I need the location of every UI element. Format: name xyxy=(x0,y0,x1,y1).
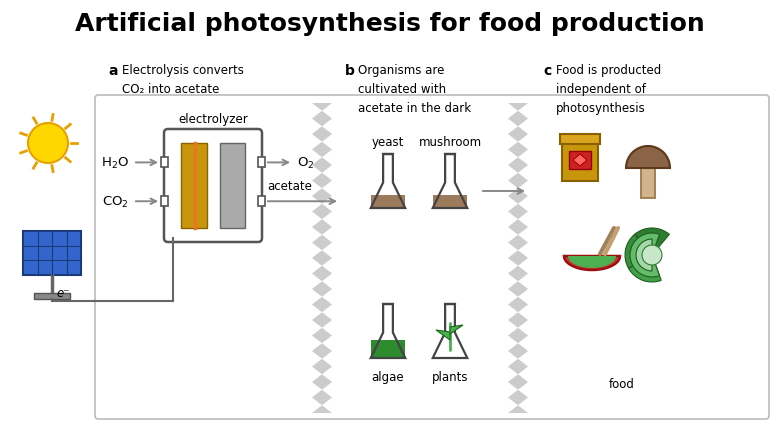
Bar xyxy=(560,135,600,145)
Polygon shape xyxy=(508,104,528,413)
Text: electrolyzer: electrolyzer xyxy=(178,113,248,126)
Polygon shape xyxy=(370,195,406,208)
Text: c: c xyxy=(543,64,551,78)
Polygon shape xyxy=(370,340,406,358)
Bar xyxy=(258,158,265,168)
Text: food: food xyxy=(609,377,635,390)
Bar xyxy=(569,152,591,170)
Text: b: b xyxy=(345,64,355,78)
Text: Artificial photosynthesis for food production: Artificial photosynthesis for food produ… xyxy=(75,12,705,36)
Wedge shape xyxy=(629,255,661,283)
Text: $\mathrm{O_2}$: $\mathrm{O_2}$ xyxy=(297,155,314,170)
Text: plants: plants xyxy=(432,370,468,383)
Text: mushroom: mushroom xyxy=(418,136,481,148)
Polygon shape xyxy=(573,155,587,166)
Wedge shape xyxy=(636,240,652,272)
Text: $\mathrm{CO_2}$: $\mathrm{CO_2}$ xyxy=(102,194,129,209)
Text: e⁻: e⁻ xyxy=(56,286,69,299)
Polygon shape xyxy=(564,256,620,270)
Wedge shape xyxy=(630,233,660,277)
Bar xyxy=(34,293,70,299)
Polygon shape xyxy=(450,325,463,334)
Circle shape xyxy=(642,245,662,265)
Text: acetate: acetate xyxy=(267,180,312,193)
Text: $\mathrm{H_2O}$: $\mathrm{H_2O}$ xyxy=(101,155,129,170)
Circle shape xyxy=(28,124,68,164)
Bar xyxy=(161,197,168,207)
Wedge shape xyxy=(626,147,670,169)
Polygon shape xyxy=(436,330,450,340)
Bar xyxy=(220,144,245,229)
Text: Organisms are
cultivated with
acetate in the dark: Organisms are cultivated with acetate in… xyxy=(358,64,471,115)
Polygon shape xyxy=(568,256,616,268)
FancyBboxPatch shape xyxy=(164,130,262,243)
Wedge shape xyxy=(625,235,652,269)
Text: Electrolysis converts
CO₂ into acetate: Electrolysis converts CO₂ into acetate xyxy=(122,64,244,96)
Bar xyxy=(258,197,265,207)
Bar xyxy=(23,231,81,276)
Bar xyxy=(181,144,207,229)
Polygon shape xyxy=(312,104,332,413)
Text: yeast: yeast xyxy=(372,136,404,148)
Wedge shape xyxy=(635,229,669,255)
Text: Food is producted
independent of
photosynthesis: Food is producted independent of photosy… xyxy=(556,64,661,115)
Bar xyxy=(562,140,598,182)
Text: a: a xyxy=(108,64,118,78)
Polygon shape xyxy=(433,195,467,208)
Text: algae: algae xyxy=(372,370,404,383)
FancyBboxPatch shape xyxy=(95,96,769,419)
Bar xyxy=(161,158,168,168)
Bar xyxy=(641,166,655,198)
